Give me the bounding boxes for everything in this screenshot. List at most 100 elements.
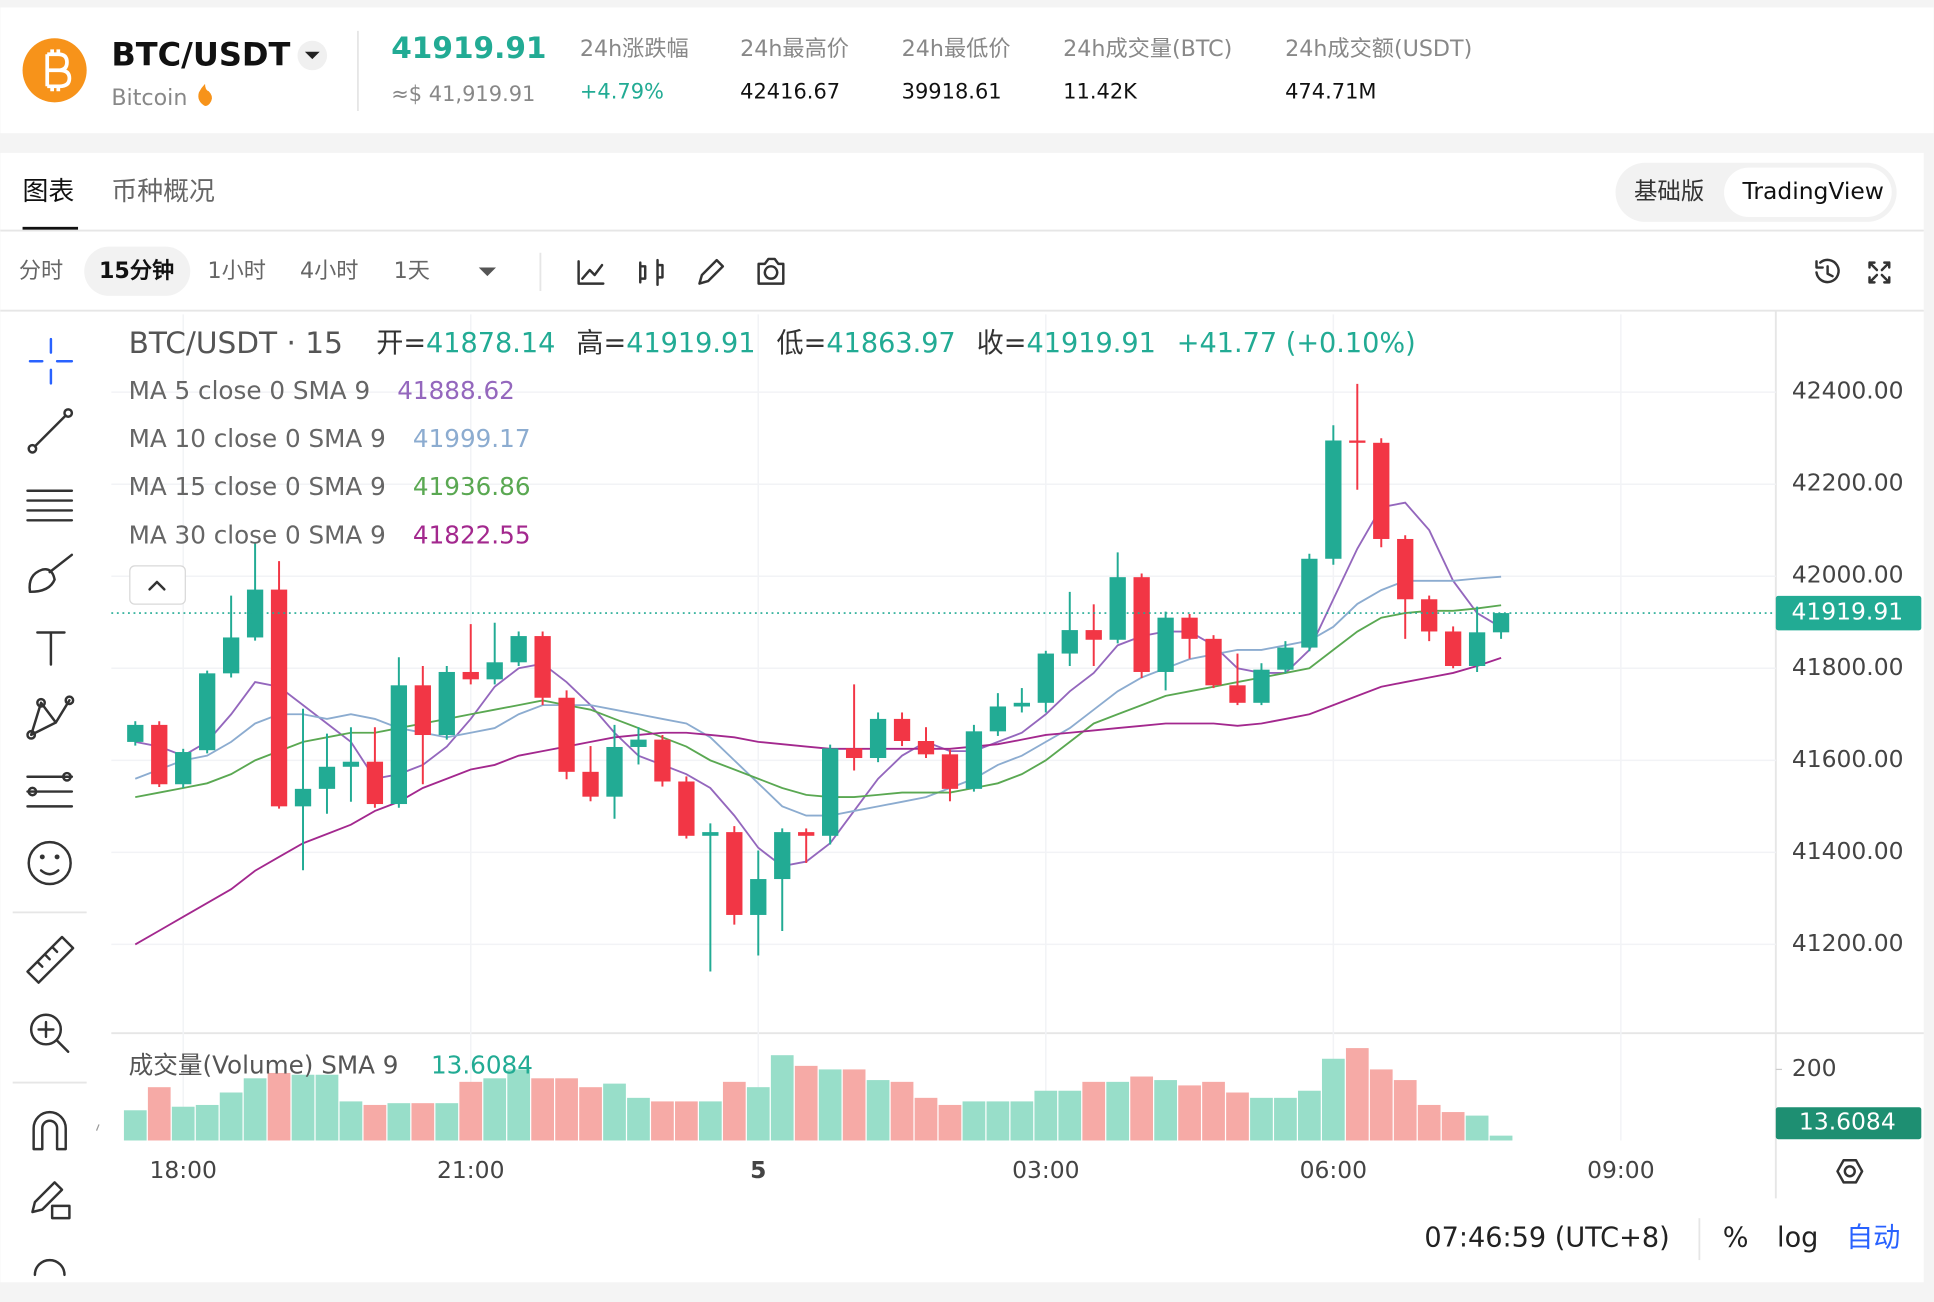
- candle-body: [1037, 653, 1054, 703]
- candle-body: [702, 832, 719, 836]
- y-tick-label: 41600.00: [1792, 745, 1904, 773]
- candle-body: [941, 754, 959, 789]
- candle-body: [222, 637, 240, 674]
- ma-legend-entry: MA 5 close 0 SMA 9 41888.62: [129, 376, 515, 405]
- clock: 07:46:59 (UTC+8): [1424, 1223, 1669, 1254]
- candle-body: [1325, 440, 1342, 559]
- y-tick-label: 41200.00: [1792, 929, 1904, 957]
- candle-body: [127, 724, 144, 742]
- drawing-tools[interactable]: [26, 337, 75, 1277]
- candle-body: [1181, 617, 1198, 639]
- candle-body: [630, 739, 647, 747]
- x-tick-label: 03:00: [1012, 1156, 1079, 1184]
- volume-bar: [818, 1069, 842, 1141]
- ohlc-value: 41878.14: [426, 327, 555, 358]
- volume-bar: [770, 1055, 794, 1141]
- candle-body: [462, 671, 479, 680]
- candle-body: [822, 748, 839, 836]
- tab-active[interactable]: 图表: [23, 177, 75, 207]
- toolbar-icons[interactable]: [577, 257, 1891, 287]
- volume-bar: [842, 1069, 866, 1141]
- volume-bar: [363, 1104, 387, 1141]
- candle-body: [246, 589, 264, 638]
- view-option[interactable]: TradingView: [1742, 177, 1884, 205]
- ma-legend-entry: MA 15 close 0 SMA 9 41936.86: [129, 472, 531, 501]
- stat-value: +4.79%: [580, 79, 664, 103]
- scale-option[interactable]: %: [1723, 1223, 1749, 1254]
- volume-bar: [675, 1101, 698, 1141]
- candle-body: [1277, 647, 1294, 670]
- candle-body: [1444, 631, 1462, 666]
- ohlc-value: 41863.97: [826, 327, 955, 358]
- scroll-left[interactable]: [95, 1124, 100, 1131]
- ohlc-value: 41919.91: [1026, 327, 1155, 358]
- volume-value: 13.6084: [431, 1051, 533, 1080]
- candle-body: [678, 781, 695, 836]
- volume-bar: [627, 1097, 650, 1141]
- tab[interactable]: 币种概况: [111, 177, 215, 207]
- interval[interactable]: 4小时: [300, 258, 359, 284]
- scale-option[interactable]: log: [1777, 1223, 1818, 1254]
- x-tick-label: 18:00: [149, 1156, 216, 1184]
- ma-line: [135, 604, 1502, 799]
- volume-bar: [1130, 1076, 1154, 1141]
- volume-bar: [1226, 1092, 1249, 1141]
- candle-body: [175, 752, 192, 785]
- interval[interactable]: 1小时: [208, 258, 267, 284]
- volume-bar: [1417, 1104, 1441, 1141]
- candle-body: [534, 636, 551, 698]
- candle-body: [750, 879, 767, 915]
- ohlc-label: 收=: [977, 327, 1027, 358]
- interval[interactable]: 15分钟: [99, 257, 174, 284]
- price-usd: ≈$ 41,919.91: [391, 82, 535, 106]
- volume-bar: [866, 1080, 890, 1141]
- ohlc-label: 低=: [777, 327, 827, 358]
- plot-area: [123, 383, 1513, 1141]
- volume-bar: [1250, 1097, 1273, 1141]
- ma-line: [135, 501, 1502, 868]
- interval[interactable]: 分时: [19, 258, 63, 284]
- view-option[interactable]: 基础版: [1634, 177, 1704, 205]
- volume-bar: [219, 1092, 243, 1141]
- grid: [111, 314, 1776, 1141]
- volume-bar: [603, 1083, 626, 1141]
- volume-bar: [1441, 1112, 1465, 1141]
- ma-value: 41888.62: [397, 376, 515, 405]
- candle-body: [1085, 630, 1102, 640]
- interval[interactable]: 1天: [394, 258, 430, 284]
- x-tick-label: 06:00: [1300, 1156, 1367, 1184]
- stat-label: 24h最高价: [740, 36, 849, 62]
- ma-name: MA 10 close 0 SMA 9: [129, 424, 386, 453]
- volume-bar: [746, 1087, 770, 1141]
- candle-body: [774, 832, 791, 880]
- axis-settings[interactable]: [1836, 1158, 1864, 1184]
- candle-body: [1492, 613, 1510, 633]
- volume-bar: [938, 1104, 962, 1141]
- collapse-legend[interactable]: [129, 565, 186, 605]
- candle-body: [1109, 577, 1126, 640]
- tab-underline: [22, 226, 79, 231]
- view-active-pill: [1724, 167, 1892, 217]
- candle-body: [1061, 630, 1078, 654]
- scale-option[interactable]: 自动: [1846, 1223, 1900, 1254]
- axes: 41200.00 41400.00 41600.00 41800.00 42000.00…: [111, 377, 1922, 1184]
- last-price-tag: [1775, 595, 1922, 631]
- volume-bar: [914, 1097, 938, 1141]
- volume-bar: [1034, 1090, 1058, 1141]
- ma-line: [134, 575, 1502, 817]
- interval-more[interactable]: [478, 267, 497, 277]
- chart-title: BTC/USDT · 15: [129, 325, 343, 359]
- candle-body: [438, 671, 455, 736]
- hot-icon: [198, 83, 213, 107]
- ma-value: 41999.17: [413, 424, 531, 453]
- volume-tick-label: 200: [1792, 1054, 1837, 1082]
- volume-bar: [171, 1106, 195, 1141]
- candle-body: [917, 740, 935, 755]
- volume-bar: [291, 1074, 315, 1141]
- candle-body: [798, 832, 815, 836]
- candle-body: [342, 761, 360, 767]
- y-tick-label: 41800.00: [1792, 653, 1904, 681]
- stat-label: 24h涨跌幅: [580, 36, 689, 62]
